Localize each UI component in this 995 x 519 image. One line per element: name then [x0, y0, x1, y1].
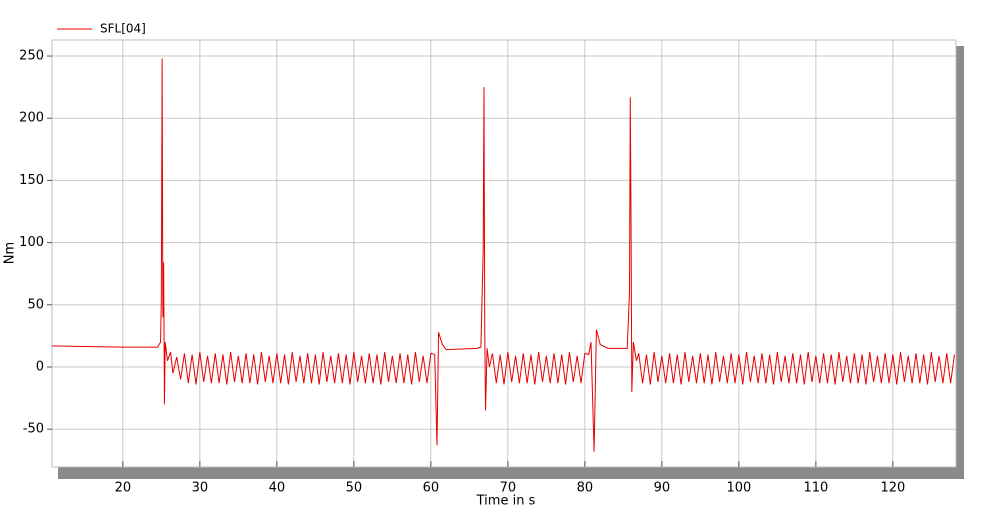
x-tick-label: 100 — [726, 481, 751, 496]
x-tick-label: 60 — [423, 481, 440, 496]
data-line — [51, 58, 955, 452]
x-tick-label: 120 — [880, 481, 905, 496]
y-tick-label: 50 — [27, 297, 44, 312]
x-tick-label: 40 — [269, 481, 286, 496]
y-axis-label: Nm — [3, 242, 18, 264]
y-tick-label: 0 — [36, 359, 44, 374]
x-tick-label: 110 — [803, 481, 828, 496]
plot-area — [51, 39, 957, 468]
x-tick-label: 70 — [500, 481, 517, 496]
y-tick-label: 150 — [19, 173, 44, 188]
legend-label: SFL[04] — [100, 22, 146, 36]
x-tick-label: 20 — [115, 481, 132, 496]
x-tick-label: 80 — [577, 481, 594, 496]
x-tick-label: 50 — [346, 481, 363, 496]
y-tick-label: 200 — [19, 111, 44, 126]
y-tick-label: -50 — [23, 422, 44, 437]
x-tick-label: 90 — [654, 481, 671, 496]
y-tick-label: 250 — [19, 49, 44, 64]
y-tick-label: 100 — [19, 235, 44, 250]
x-axis-label: Time in s — [476, 494, 536, 509]
x-tick-label: 30 — [192, 481, 209, 496]
